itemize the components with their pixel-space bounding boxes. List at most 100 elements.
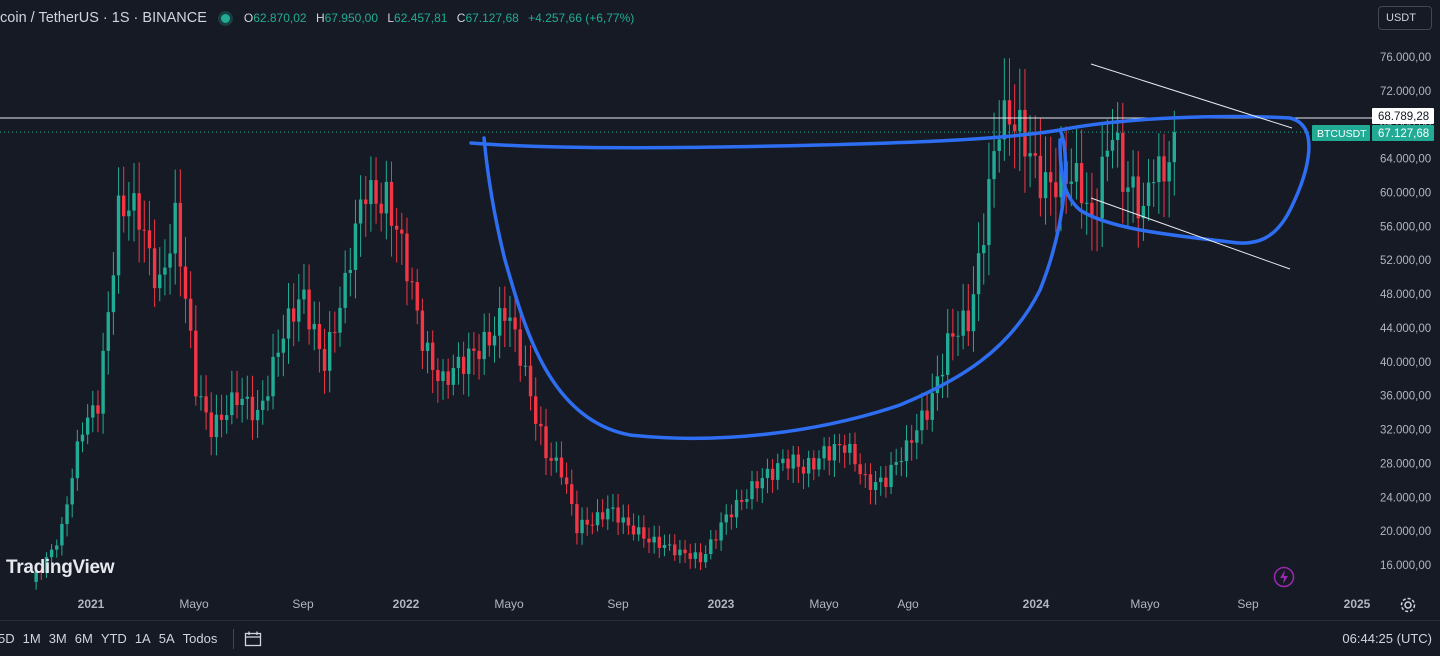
candle-body	[369, 180, 373, 205]
candle-body	[781, 458, 785, 464]
candle-body	[915, 430, 919, 443]
candle-body	[137, 193, 141, 230]
range-todos[interactable]: Todos	[182, 631, 218, 646]
last-price-tag	[1372, 125, 1434, 141]
candle-body	[946, 333, 950, 375]
range-1a[interactable]: 1A	[134, 631, 151, 646]
high-value: 67.950,00	[324, 11, 378, 25]
time-tick-label: Sep	[292, 597, 314, 611]
utc-clock[interactable]: 06:44:25 (UTC)	[1342, 631, 1432, 646]
candle-body	[343, 272, 347, 308]
candle-body	[384, 181, 389, 214]
candle-body	[431, 342, 435, 371]
candle-body	[230, 392, 234, 416]
candle-body	[158, 274, 162, 289]
candle-body	[976, 253, 981, 295]
candle-body	[178, 202, 183, 267]
candle-body	[848, 443, 852, 453]
candle-body	[801, 466, 806, 474]
candle-body	[760, 478, 764, 489]
candle-body	[188, 298, 193, 331]
candle-body	[122, 195, 126, 217]
candle-body	[425, 342, 430, 351]
candle-body	[956, 335, 960, 337]
candle-body	[183, 266, 188, 299]
lightning-icon[interactable]	[1273, 566, 1295, 588]
candle-body	[971, 294, 976, 332]
candle-body	[142, 229, 146, 231]
candle-body	[446, 371, 450, 385]
candle-body	[951, 333, 955, 337]
candle-body	[791, 454, 795, 469]
candle-body	[714, 539, 718, 541]
candle-body	[70, 478, 74, 505]
candle-body	[111, 275, 116, 313]
candle-body	[513, 317, 517, 330]
candle-body	[776, 463, 780, 480]
candle-body	[642, 527, 646, 539]
candle-body	[554, 457, 558, 461]
candle-body	[884, 477, 888, 487]
range-6m[interactable]: 6M	[74, 631, 93, 646]
candle-body	[740, 499, 744, 502]
candle-body	[796, 454, 801, 467]
candle-body	[147, 230, 152, 249]
candle-body	[1152, 182, 1156, 184]
candle-body	[786, 458, 790, 469]
price-tick-label: 60.000,00	[1380, 187, 1431, 199]
candle-body	[168, 253, 172, 268]
candle-body	[101, 350, 105, 414]
candle-body	[497, 308, 502, 336]
calendar-icon[interactable]	[244, 631, 262, 647]
candle-body	[34, 571, 38, 582]
candle-body	[637, 527, 641, 535]
candle-body	[667, 544, 672, 546]
currency-selector[interactable]: USDT	[1378, 6, 1432, 30]
price-tick-label: 52.000,00	[1380, 255, 1431, 267]
chart-header: tcoin / TetherUS · 1S · BINANCE O62.870,…	[0, 0, 1360, 36]
candle-body	[194, 330, 198, 397]
candle-body	[482, 331, 486, 360]
range-3m[interactable]: 3M	[48, 631, 67, 646]
symbol-title[interactable]: tcoin / TetherUS · 1S · BINANCE	[0, 10, 207, 26]
settings-gear-icon[interactable]	[1399, 596, 1417, 614]
candle-body	[570, 484, 574, 505]
candle-body	[1079, 163, 1084, 204]
candle-body	[91, 405, 95, 418]
candle-body	[436, 370, 440, 382]
candle-body	[1121, 132, 1125, 192]
candle-body	[1141, 205, 1146, 219]
live-dot-icon	[220, 13, 230, 23]
symbol-tag-box	[1312, 125, 1370, 141]
candle-body	[1146, 182, 1151, 206]
price-tick-label: 32.000,00	[1380, 425, 1431, 437]
candle-body	[966, 310, 970, 332]
candle-body	[410, 281, 414, 283]
handle-drawing	[1058, 114, 1311, 245]
candle-body	[647, 538, 651, 543]
low-key: L	[387, 11, 395, 25]
change-value: +4.257,66 (+6,77%)	[528, 11, 635, 25]
candle-body	[307, 289, 311, 330]
price-chart[interactable]: 76.000,0072.000,0068.000,0064.000,0060.0…	[0, 0, 1440, 620]
range-5a[interactable]: 5A	[158, 631, 175, 646]
range-1m[interactable]: 1M	[22, 631, 41, 646]
candle-body	[209, 412, 213, 438]
candle-body	[1131, 176, 1135, 188]
time-tick-label: Mayo	[809, 597, 839, 611]
candle-body	[832, 444, 837, 461]
candle-body	[348, 270, 352, 273]
candle-body	[935, 376, 940, 394]
candle-body	[266, 396, 270, 401]
candle-body	[328, 331, 332, 371]
candle-body	[868, 474, 873, 491]
range-5d[interactable]: 5D	[0, 631, 15, 646]
candle-body	[765, 468, 770, 479]
time-axis: 2021 Mayo Sep 2022 Mayo Sep 2023 Mayo Ago 2024 May…	[78, 597, 1371, 611]
candle-body	[595, 512, 600, 526]
cup-drawing	[469, 128, 1068, 441]
time-tick-label: Ago	[897, 597, 919, 611]
price-tick-label: 48.000,00	[1380, 289, 1431, 301]
range-ytd[interactable]: YTD	[100, 631, 127, 646]
candle-body	[204, 396, 208, 413]
